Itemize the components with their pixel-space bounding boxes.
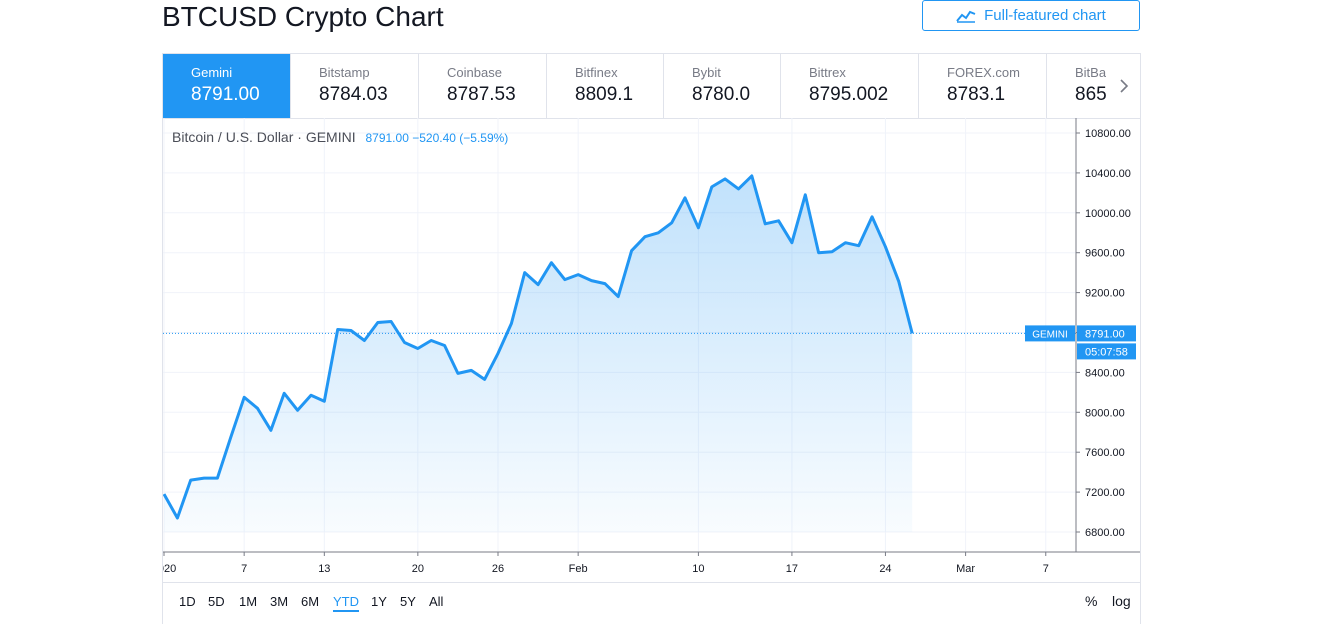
tab-bittrex[interactable]: Bittrex 8795.002 xyxy=(781,54,919,118)
tab-price: 8783.1 xyxy=(947,84,1006,105)
log-scale-button[interactable]: log xyxy=(1112,593,1131,609)
tab-exchange-name: FOREX.com xyxy=(947,65,1020,80)
tab-exchange-name: Coinbase xyxy=(447,65,502,80)
tab-price: 8787.53 xyxy=(447,84,516,105)
y-tick-label: 7200.00 xyxy=(1085,487,1125,499)
percent-scale-button[interactable]: % xyxy=(1085,593,1098,609)
x-tick-label: 10 xyxy=(692,563,704,575)
tab-exchange-name: BitBay xyxy=(1075,65,1113,80)
x-tick-label: 13 xyxy=(318,563,330,575)
tab-gemini[interactable]: Gemini 8791.00 xyxy=(163,54,291,118)
legend-change: −520.40 (−5.59%) xyxy=(412,131,509,145)
x-tick-label: Feb xyxy=(569,563,588,575)
full-featured-chart-label: Full-featured chart xyxy=(984,7,1106,24)
y-tick-label: 10800.00 xyxy=(1085,128,1131,140)
tab-exchange-name: Bitstamp xyxy=(319,65,370,80)
tab-exchange-name: Bittrex xyxy=(809,65,846,80)
tab-exchange-name: Bitfinex xyxy=(575,65,618,80)
range-5y[interactable]: 5Y xyxy=(400,594,416,609)
y-tick-label: 10400.00 xyxy=(1085,168,1131,180)
countdown-badge xyxy=(1077,343,1136,360)
legend-last-price: 8791.00 xyxy=(365,131,409,145)
price-area xyxy=(164,175,913,532)
price-chart[interactable]: 6800.007200.007600.008000.008400.008800.… xyxy=(163,118,1141,582)
exchange-tag-bg xyxy=(1025,325,1075,342)
tab-price: 8809.1 xyxy=(575,84,634,105)
x-tick-label: Mar xyxy=(956,563,975,575)
full-featured-chart-button[interactable]: Full-featured chart xyxy=(922,0,1140,31)
y-tick-label: 6800.00 xyxy=(1085,527,1125,539)
tab-price: 8791.00 xyxy=(191,84,260,105)
tab-forex[interactable]: FOREX.com 8783.1 xyxy=(919,54,1047,118)
countdown-value: 05:07:58 xyxy=(1085,346,1128,358)
y-tick-label: 10000.00 xyxy=(1085,208,1131,220)
x-tick-label: 24 xyxy=(879,563,891,575)
y-tick-label: 8000.00 xyxy=(1085,407,1125,419)
last-price-badge xyxy=(1077,325,1136,342)
tab-price: 8795.002 xyxy=(809,84,889,105)
x-tick-label: 7 xyxy=(241,563,247,575)
x-tick-label: 2020 xyxy=(163,563,176,575)
bottom-toolbar: 1D 5D 1M 3M 6M YTD 1Y 5Y All % log xyxy=(163,582,1140,624)
chart-widget: Gemini 8791.00 Bitstamp 8784.03 Coinbase… xyxy=(162,53,1141,624)
price-line xyxy=(163,174,914,520)
x-tick-label: 17 xyxy=(786,563,798,575)
range-3m[interactable]: 3M xyxy=(270,594,289,609)
y-tick-label: 8400.00 xyxy=(1085,367,1125,379)
x-tick-label: 26 xyxy=(492,563,504,575)
legend-symbol: Bitcoin / U.S. Dollar · GEMINI xyxy=(172,129,356,145)
range-all[interactable]: All xyxy=(429,594,444,609)
y-tick-label: 9600.00 xyxy=(1085,248,1125,260)
page-title: BTCUSD Crypto Chart xyxy=(162,1,444,32)
tab-bybit[interactable]: Bybit 8780.0 xyxy=(664,54,781,118)
exchange-tag: GEMINI xyxy=(1032,329,1068,340)
range-1d[interactable]: 1D xyxy=(179,594,196,609)
range-5d[interactable]: 5D xyxy=(208,594,225,609)
chart-icon xyxy=(956,10,976,23)
chart-legend: Bitcoin / U.S. Dollar · GEMINI 8791.00 −… xyxy=(172,129,508,145)
tab-price: 8780.0 xyxy=(692,84,751,105)
y-tick-label: 7600.00 xyxy=(1085,447,1125,459)
x-tick-label: 20 xyxy=(412,563,424,575)
tab-bitstamp[interactable]: Bitstamp 8784.03 xyxy=(291,54,419,118)
tabs-next-button[interactable] xyxy=(1106,54,1140,118)
tab-exchange-name: Gemini xyxy=(191,65,233,80)
tab-coinbase[interactable]: Coinbase 8787.53 xyxy=(419,54,547,118)
x-tick-label: 7 xyxy=(1043,563,1049,575)
tab-bitfinex[interactable]: Bitfinex 8809.1 xyxy=(547,54,664,118)
y-tick-label: 9200.00 xyxy=(1085,288,1125,300)
range-6m[interactable]: 6M xyxy=(301,594,320,609)
tab-exchange-name: Bybit xyxy=(692,65,721,80)
last-price-value: 8791.00 xyxy=(1085,328,1125,340)
tab-price: 8784.03 xyxy=(319,84,388,105)
range-1y[interactable]: 1Y xyxy=(371,594,387,609)
chevron-right-icon xyxy=(1120,79,1129,93)
range-1m[interactable]: 1M xyxy=(239,594,258,609)
range-ytd[interactable]: YTD xyxy=(333,594,359,612)
exchange-tabs: Gemini 8791.00 Bitstamp 8784.03 Coinbase… xyxy=(163,54,1140,119)
